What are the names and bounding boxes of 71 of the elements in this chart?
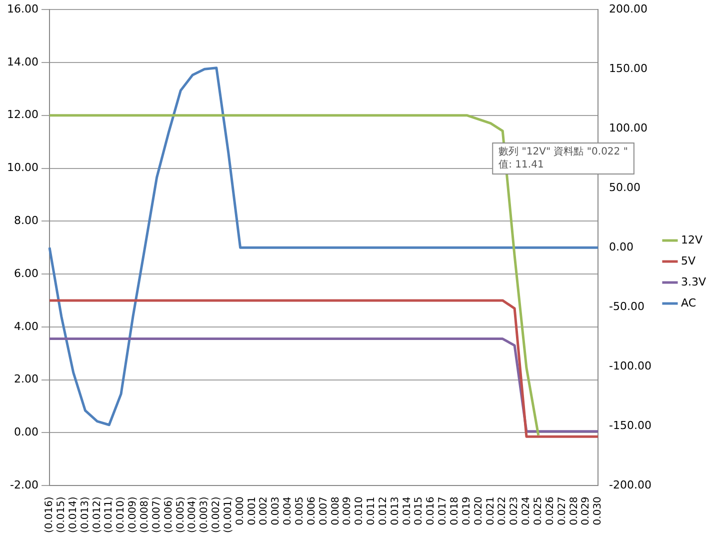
y2-tick-label: -50.00 — [609, 300, 644, 313]
y-tick-label: 8.00 — [14, 214, 38, 227]
x-tick-label: (0.016) — [44, 496, 56, 534]
x-tick-label: (0.003) — [199, 496, 210, 534]
x-tick-label: 0.030 — [592, 496, 604, 526]
x-tick-label: (0.012) — [92, 496, 103, 534]
x-tick-label: 0.027 — [556, 496, 568, 526]
x-tick-label: 0.017 — [438, 496, 449, 526]
x-tick-label: 0.012 — [378, 496, 389, 526]
x-tick-label: 0.013 — [390, 496, 401, 526]
x-tick-label: 0.009 — [342, 496, 354, 526]
x-tick-label: 0.022 — [497, 496, 508, 526]
x-tick-label: 0.002 — [258, 496, 270, 526]
x-tick-label: (0.004) — [187, 496, 198, 534]
x-tick-label: 0.016 — [426, 496, 437, 526]
y2-tick-label: 150.00 — [609, 62, 648, 75]
annotation: 數列 "12V" 資料點 "0.022 " 值: 11.41 — [498, 146, 628, 171]
x-tick-label: 0.014 — [402, 496, 413, 526]
y-tick-label: -2.00 — [10, 478, 38, 492]
x-tick-label: 0.007 — [318, 496, 330, 526]
x-tick-label: 0.015 — [414, 496, 425, 526]
legend-label: 12V — [680, 233, 703, 246]
x-tick-label: (0.001) — [222, 496, 234, 534]
y2-tick-label: 0.00 — [609, 240, 634, 254]
x-tick-label: (0.002) — [211, 496, 222, 534]
legend-label: AC — [680, 296, 696, 310]
x-tick-label: (0.010) — [116, 496, 127, 534]
x-tick-label: (0.015) — [56, 496, 68, 534]
y2-tick-label: 50.00 — [609, 180, 641, 194]
x-tick-label: (0.014) — [68, 496, 79, 534]
x-tick-label: 0.005 — [294, 496, 306, 526]
x-tick-label: 0.021 — [485, 496, 496, 526]
x-tick-label: (0.013) — [80, 496, 91, 534]
x-tick-label: 0.018 — [450, 496, 461, 526]
x-tick-label: (0.009) — [128, 496, 139, 534]
x-tick-label: 0.024 — [521, 496, 532, 526]
x-tick-label: (0.011) — [104, 496, 115, 534]
x-tick-label: 0.006 — [306, 496, 318, 526]
x-tick-label: 0.025 — [532, 496, 544, 526]
y2-tick-label: 100.00 — [609, 121, 648, 134]
y-tick-label: 14.00 — [6, 55, 38, 68]
x-tick-label: (0.008) — [139, 496, 150, 534]
legend-label: 3.3V — [680, 275, 706, 288]
x-tick-label: (0.007) — [151, 496, 162, 534]
y-tick-label: 2.00 — [14, 372, 38, 386]
y-tick-label: 4.00 — [14, 320, 38, 333]
y-tick-label: 16.00 — [6, 2, 38, 16]
x-tick-label: (0.006) — [163, 496, 174, 534]
y2-tick-label: -200.00 — [609, 478, 652, 492]
x-tick-label: 0.010 — [354, 496, 366, 526]
x-tick-label: 0.026 — [544, 496, 556, 526]
x-tick-label: 0.029 — [580, 496, 592, 526]
x-tick-label: 0.008 — [330, 496, 342, 526]
y-tick-label: 12.00 — [6, 108, 38, 122]
x-tick-label: 0.019 — [461, 496, 472, 526]
y-tick-label: 10.00 — [6, 161, 38, 174]
x-tick-label: (0.005) — [175, 496, 186, 534]
y-tick-label: 0.00 — [14, 426, 38, 439]
x-tick-label: 0.003 — [270, 496, 282, 526]
x-tick-label: 0.028 — [568, 496, 580, 526]
x-tick-label: 0.011 — [366, 496, 378, 526]
x-tick-label: 0.023 — [509, 496, 520, 526]
y2-tick-label: -150.00 — [609, 418, 652, 432]
legend-label: 5V — [680, 254, 696, 268]
x-tick-label: 0.000 — [234, 496, 246, 526]
x-tick-label: 0.020 — [473, 496, 484, 526]
y2-tick-label: 200.00 — [609, 2, 648, 16]
x-tick-label: 0.001 — [246, 496, 258, 526]
x-tick-label: 0.004 — [282, 496, 294, 526]
y2-tick-label: -100.00 — [609, 359, 652, 372]
y-tick-label: 6.00 — [14, 266, 38, 280]
